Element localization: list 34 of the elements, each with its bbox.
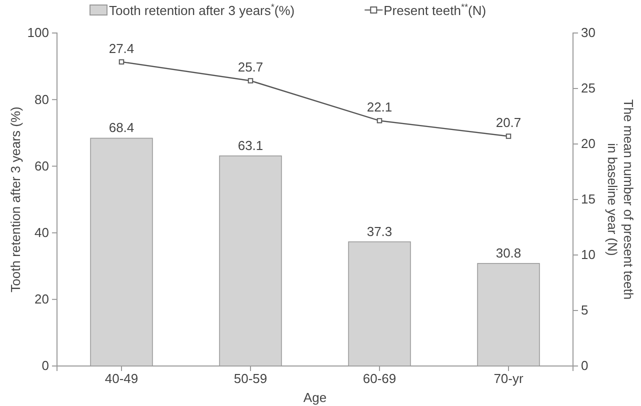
y2-tick-label: 30 (581, 25, 596, 40)
y-tick-label: 60 (34, 158, 49, 174)
data-label: 30.8 (496, 245, 522, 260)
data-label: 63.1 (238, 138, 264, 153)
y2-tick-label: 15 (581, 192, 596, 207)
y-tick-label: 20 (34, 292, 49, 307)
y2-tick-label: 20 (581, 136, 596, 152)
y-tick-label: 0 (42, 358, 49, 374)
y2-axis-title: The mean number of present teeth in baseline year (N) (605, 99, 636, 300)
data-label: 22.1 (366, 100, 392, 115)
point (376, 118, 382, 124)
data-label: 27.4 (108, 40, 134, 56)
x-tick-label: 60-69 (362, 371, 396, 386)
y-tick-label: 40 (34, 224, 49, 240)
y-tick-label: 100 (27, 25, 49, 40)
point (248, 78, 254, 84)
y-tick-label: 80 (34, 92, 49, 107)
data-label: 20.7 (496, 115, 522, 130)
x-tick-label: 50-59 (234, 371, 268, 386)
x-tick-label: 40-49 (104, 371, 138, 386)
data-label: 68.4 (108, 120, 134, 136)
x-axis-title: Age (303, 390, 327, 405)
x-tick-label: 70-yr (494, 371, 524, 386)
point (506, 134, 512, 139)
y2-tick-label: 5 (581, 302, 588, 318)
point (118, 59, 124, 64)
y-axis-title: Tooth retention after 3 years (%) (8, 106, 23, 292)
y2-tick-label: 10 (581, 247, 596, 262)
legend-label: Present teeth$^{**}$(N) (384, 2, 486, 18)
y2-tick-label: 25 (581, 80, 596, 96)
data-label: 37.3 (366, 224, 392, 239)
data-label: 25.7 (238, 60, 264, 75)
legend-label: Tooth retention after 3 years$^{*}$(%) (109, 2, 295, 18)
y2-tick-label: 0 (581, 358, 588, 374)
